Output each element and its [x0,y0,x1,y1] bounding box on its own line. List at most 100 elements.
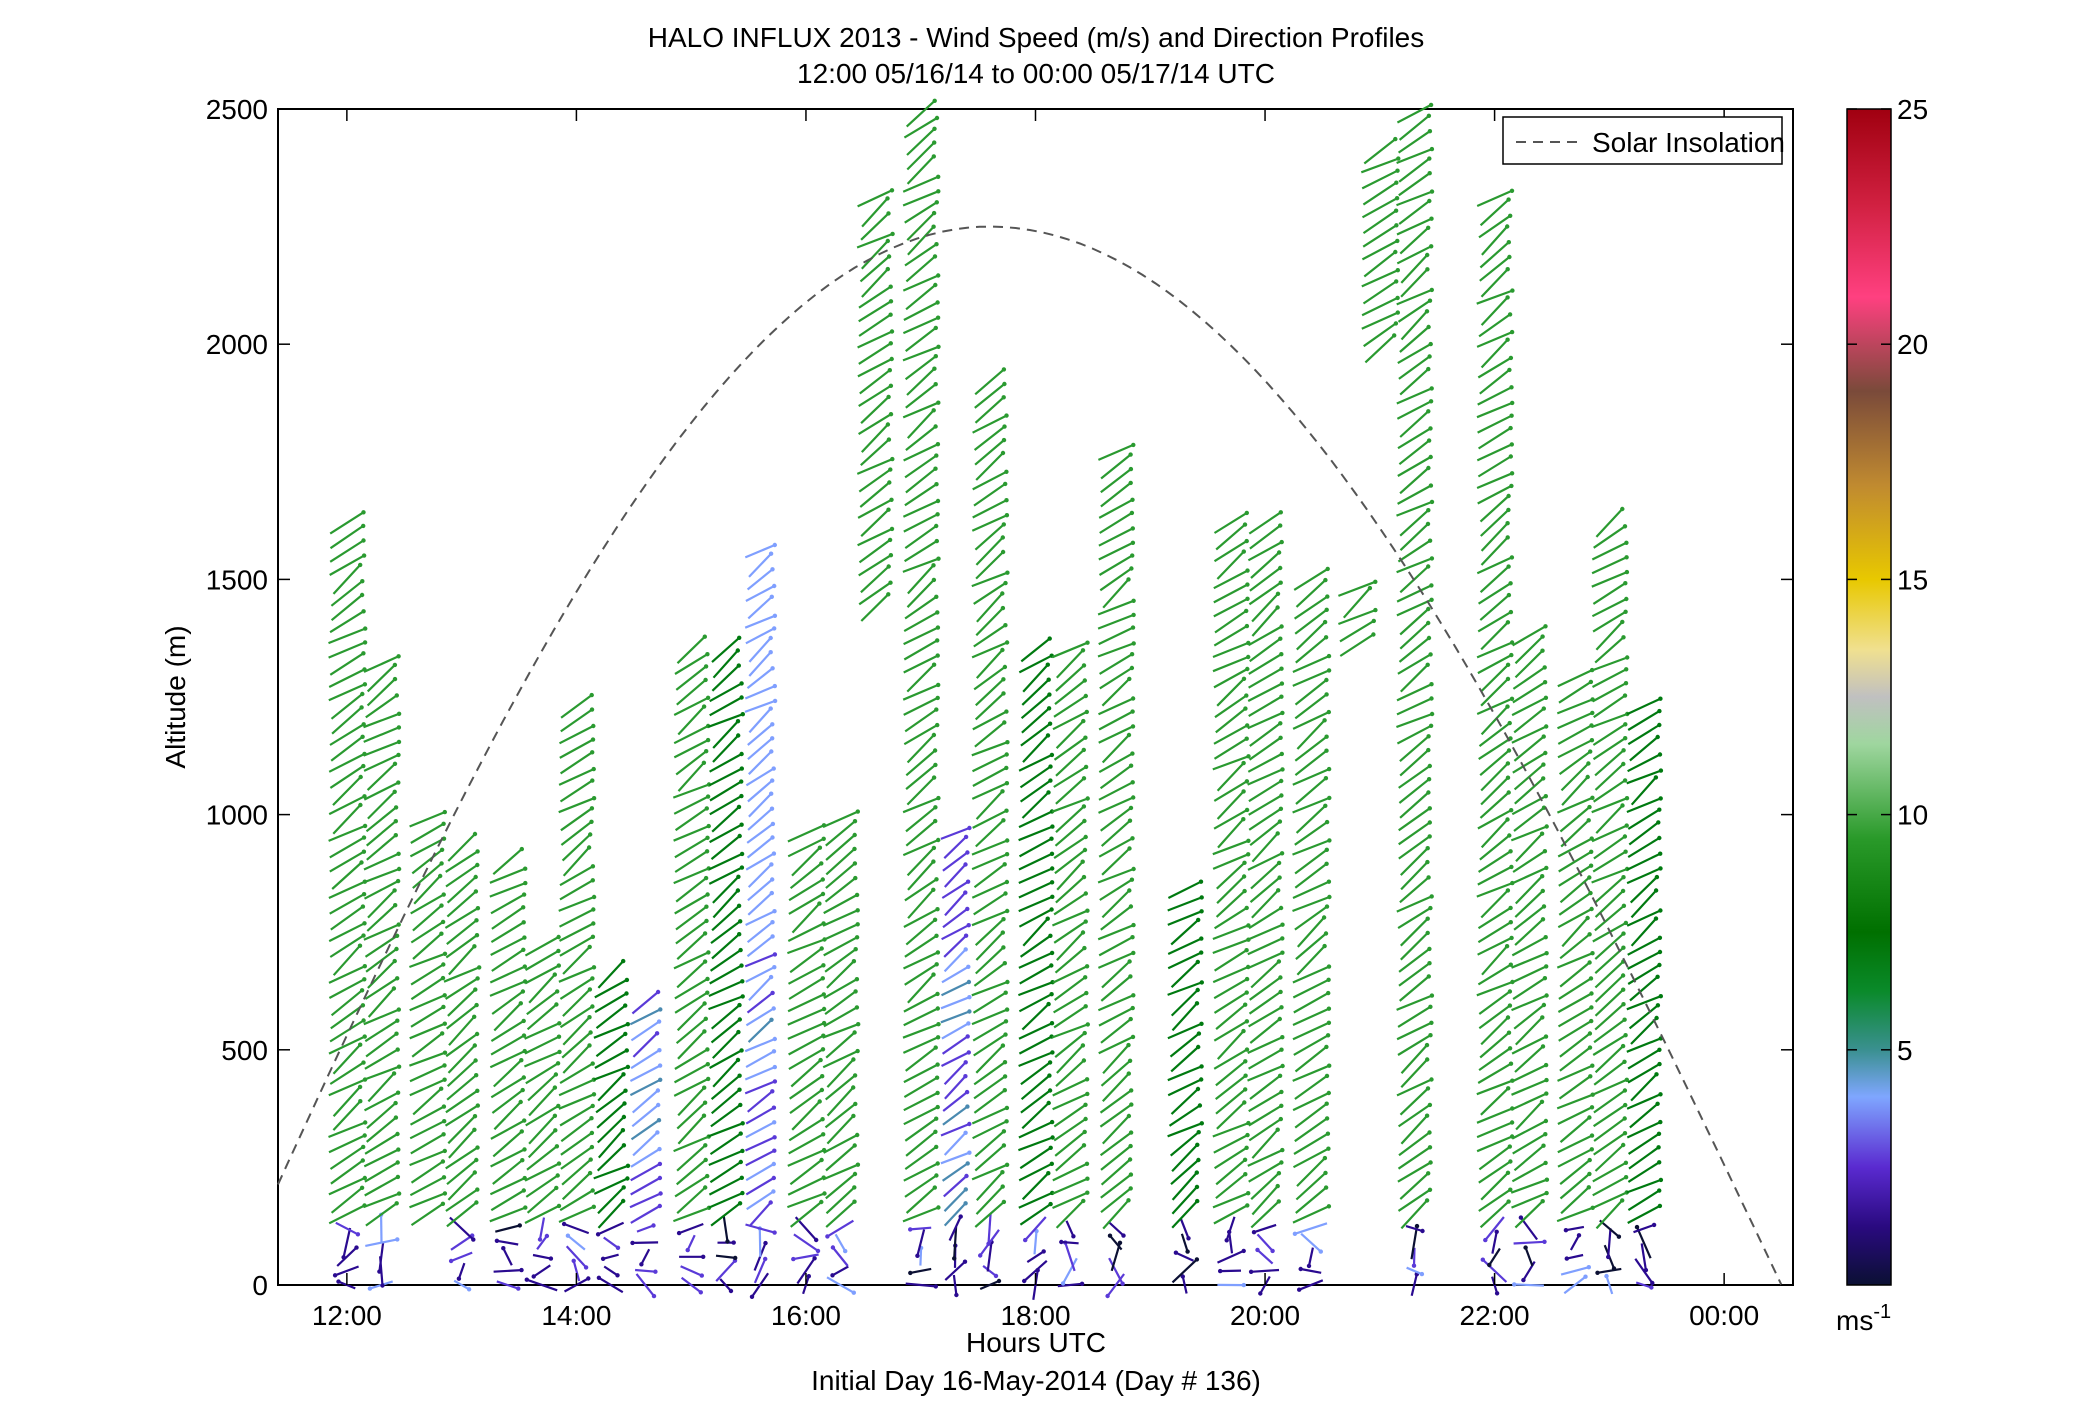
wind-barb [746,921,774,944]
wind-barb [1512,681,1546,704]
wind-barb [1019,765,1052,789]
wind-barb-head [1280,710,1285,716]
wind-barb-head [1658,851,1663,856]
wind-barb [787,1149,825,1167]
wind-barb-head [736,663,741,668]
wind-barb-head [1604,1273,1609,1279]
wind-barb [905,425,937,451]
wind-barb [747,878,773,902]
wind-barb [1510,1178,1548,1194]
wind-barb-head [889,497,894,502]
wind-barb [975,649,1004,679]
wind-barb-head [1508,581,1513,586]
wind-barb-head [1395,168,1400,173]
wind-barb-head [1279,1103,1284,1109]
wind-barb [572,1260,581,1282]
wind-barb [906,212,935,241]
wind-barb [1515,832,1543,863]
wind-barb-head [1658,1092,1663,1097]
wind-barb-head [557,1021,562,1026]
wind-barb [1298,1279,1324,1291]
wind-barb [1477,611,1512,633]
wind-barb [636,1224,654,1233]
wind-barb-head [1543,1118,1549,1124]
wind-barb-head [935,695,940,701]
wind-barb [1399,326,1430,353]
wind-barb-head [821,836,826,841]
wind-barb [365,1032,398,1058]
wind-barb-head [1508,213,1513,218]
wind-barb [1396,683,1432,702]
wind-barb-head [440,1031,445,1036]
wind-barb [748,707,772,734]
wind-barb [1595,621,1624,651]
wind-barb [673,951,709,970]
wind-barb [1248,1118,1282,1142]
wind-barb-head [739,851,745,857]
wind-barb [673,1077,709,1097]
wind-barb-head [1085,640,1090,645]
wind-barb-head [1655,1101,1660,1107]
wind-barb [446,876,477,904]
wind-barb [363,1192,400,1209]
wind-barb-head [591,921,596,926]
wind-barb [1626,769,1662,785]
wind-barb [905,327,937,352]
wind-barb-head [466,1287,472,1292]
wind-barb-head [736,1029,741,1035]
wind-barb [745,1177,775,1196]
wind-barb [1023,1259,1048,1282]
wind-barb [1248,581,1282,606]
wind-barb-head [544,1233,550,1239]
wind-barb-head [1621,748,1626,753]
wind-barb [1478,737,1512,761]
wind-barb [366,763,396,791]
wind-barb [1294,693,1328,720]
wind-barb-head [676,1230,682,1236]
wind-barb [903,513,939,533]
wind-barb-head [854,935,860,940]
wind-barb-head [933,762,938,768]
wind-barb [903,1063,939,1084]
wind-barb-head [772,698,778,704]
wind-barb-head [964,1173,969,1179]
colorbar-unit: ms-1 [1836,1301,1891,1336]
wind-barb [974,383,1006,409]
wind-barb [746,935,774,958]
wind-barb-head [933,1284,938,1289]
colorbar-tick-label: 10 [1897,800,1928,831]
wind-barb-head [1000,605,1006,611]
wind-barb-head [772,909,777,914]
wind-barb-head [768,974,774,980]
wind-barb [1169,1131,1200,1157]
wind-barb-head [737,1087,742,1092]
wind-barb-head [396,922,401,927]
wind-barb [1212,965,1249,984]
wind-barb [445,864,478,888]
wind-barb-head [1120,1281,1125,1286]
wind-barb [558,768,595,786]
wind-barb-head [1045,916,1050,921]
wind-barb-head [1001,1143,1007,1148]
wind-barb [903,117,938,139]
wind-barb-head [1505,521,1510,526]
wind-barb [447,1044,476,1074]
wind-barb-head [769,594,774,599]
wind-barb-head [442,1077,447,1082]
wind-barb [1480,509,1510,537]
wind-barb [1100,482,1132,508]
wind-barb [906,734,935,764]
wind-barb-head [655,989,661,995]
wind-barb-head [1419,1271,1425,1277]
wind-barb [904,540,938,563]
wind-barb-head [1426,366,1431,372]
wind-barb [1033,1231,1038,1255]
wind-barb-head [362,682,368,687]
wind-barb [1628,821,1659,846]
wind-barb [1591,1078,1628,1097]
wind-barb-head [1429,1020,1434,1025]
wind-barb [1099,1103,1132,1128]
wind-barb-head [615,1273,620,1278]
wind-barb-head [473,987,478,992]
wind-barb [1247,852,1283,871]
